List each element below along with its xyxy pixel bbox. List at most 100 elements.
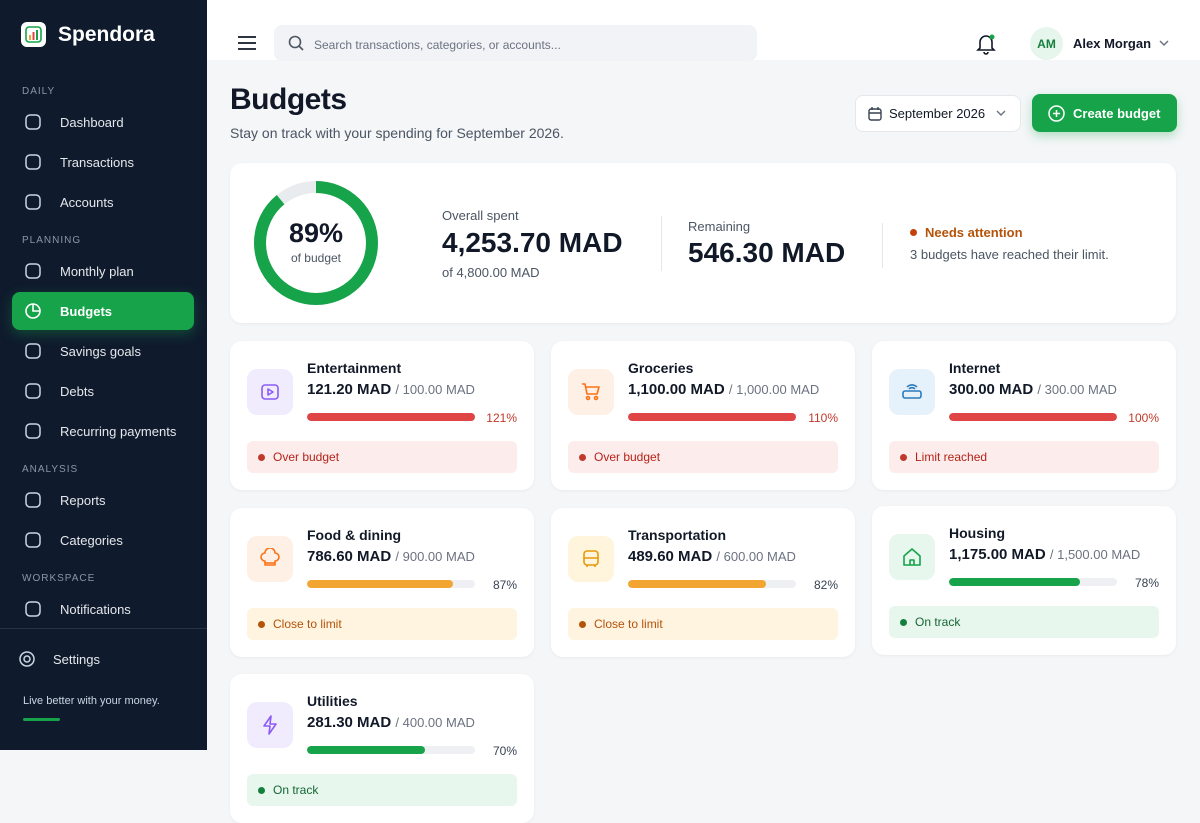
progress-fill [307, 746, 425, 754]
limit: / 1,500.00 MAD [1049, 547, 1141, 562]
status-dot [900, 454, 907, 461]
tagline: Live better with your money. [23, 695, 160, 707]
nav-item[interactable]: Debts [12, 372, 194, 410]
budget-card[interactable]: Transportation 489.60 MAD / 600.00 MAD 82%… [551, 508, 855, 657]
user-menu-caret[interactable] [1158, 39, 1170, 47]
menu-button[interactable] [237, 36, 257, 50]
progress-track [949, 413, 1117, 421]
budget-card[interactable]: Internet 300.00 MAD / 300.00 MAD 100% Limit… [872, 341, 1176, 490]
status-badge: Close to limit [568, 608, 838, 640]
nav-item[interactable]: Dashboard [12, 103, 194, 141]
percent-label: 100% [1128, 411, 1159, 425]
user-name[interactable]: Alex Morgan [1073, 36, 1152, 51]
amount: 489.60 MAD / 600.00 MAD [628, 548, 796, 565]
status-badge: Over budget [568, 441, 838, 473]
nav-label: Dashboard [60, 114, 124, 130]
donut-percent: 89% [288, 218, 344, 248]
status-badge: Limit reached [889, 441, 1159, 473]
remaining-value: 546.30 MAD [688, 237, 846, 268]
category-name: Groceries [628, 360, 694, 376]
progress-track [307, 413, 475, 421]
nav-item[interactable]: Accounts [12, 183, 194, 221]
nav-label: Settings [53, 651, 100, 667]
status-badge: Over budget [247, 441, 517, 473]
budget-card[interactable]: Utilities 281.30 MAD / 400.00 MAD 70% On tr… [230, 674, 534, 823]
progress-track [628, 580, 796, 588]
nav-label: Recurring payments [60, 423, 177, 439]
amount: 281.30 MAD / 400.00 MAD [307, 714, 475, 731]
progress-fill [628, 580, 766, 588]
status-text: Close to limit [273, 617, 342, 631]
limit: / 600.00 MAD [716, 549, 796, 564]
budget-card[interactable]: Groceries 1,100.00 MAD / 1,000.00 MAD 110%… [551, 341, 855, 490]
status-text: On track [273, 783, 319, 797]
status-dot [900, 619, 907, 626]
nav-item[interactable]: Budgets [12, 292, 194, 330]
spent: 300.00 MAD [949, 381, 1034, 398]
percent-label: 82% [813, 578, 838, 592]
button-label: Create budget [1073, 106, 1161, 121]
spent: 489.60 MAD [628, 548, 713, 565]
progress-fill [307, 580, 454, 588]
progress-track [307, 580, 475, 588]
app-name: Spendora [58, 23, 155, 46]
nav-label: Budgets [60, 303, 112, 319]
amount: 300.00 MAD / 300.00 MAD [949, 381, 1117, 398]
status-dot [258, 621, 265, 628]
spent: 1,175.00 MAD [949, 546, 1046, 563]
nav-section-title: ANALYSIS [22, 464, 79, 475]
status-text: Limit reached [915, 450, 988, 464]
nav-item[interactable]: Recurring payments [12, 412, 194, 450]
nav-settings[interactable]: Settings [6, 640, 188, 678]
nav-item[interactable]: Monthly plan [12, 252, 194, 290]
nav-item[interactable]: Transactions [12, 143, 194, 181]
nav-label: Debts [60, 383, 94, 399]
nav-item[interactable]: Categories [12, 521, 194, 559]
avatar[interactable]: AM [1030, 27, 1063, 60]
nav-section-title: DAILY [22, 86, 56, 97]
spent: 1,100.00 MAD [628, 381, 725, 398]
notification-bell[interactable] [975, 33, 997, 55]
status-badge: Close to limit [247, 608, 517, 640]
logo [21, 22, 46, 47]
progress-track [628, 413, 796, 421]
category-icon [247, 536, 293, 582]
category-name: Food & dining [307, 527, 402, 543]
period-picker[interactable]: September 2026 [855, 95, 1021, 132]
budget-card[interactable]: Housing 1,175.00 MAD / 1,500.00 MAD 78% On … [872, 506, 1176, 655]
status-badge: On track [247, 774, 517, 806]
percent-label: 121% [486, 411, 517, 425]
percent-label: 78% [1134, 576, 1159, 590]
search[interactable]: Search transactions, categories, or acco… [274, 25, 757, 61]
limit: / 1,000.00 MAD [728, 382, 820, 397]
limit: / 300.00 MAD [1037, 382, 1117, 397]
create-budget-button[interactable]: Create budget [1032, 94, 1177, 132]
budget-card[interactable]: Entertainment 121.20 MAD / 100.00 MAD 121%… [230, 341, 534, 490]
status-text: Over budget [594, 450, 661, 464]
limit: / 900.00 MAD [395, 549, 475, 564]
progress-fill [949, 413, 1117, 421]
nav-label: Transactions [60, 154, 134, 170]
nav-label: Monthly plan [60, 263, 134, 279]
nav-item[interactable]: Reports [12, 481, 194, 519]
progress-track [307, 746, 475, 754]
status-dot [579, 621, 586, 628]
nav-item[interactable]: Notifications [12, 590, 194, 628]
category-icon [247, 369, 293, 415]
donut-arc [254, 181, 378, 305]
spent-value: 4,253.70 MAD [442, 227, 623, 258]
status-text: Over budget [273, 450, 340, 464]
donut [254, 181, 378, 305]
progress-fill [949, 578, 1081, 586]
nav-item[interactable]: Savings goals [12, 332, 194, 370]
category-name: Internet [949, 360, 1001, 376]
budget-card[interactable]: Food & dining 786.60 MAD / 900.00 MAD 87% C… [230, 508, 534, 657]
spent: 281.30 MAD [307, 714, 392, 731]
status-dot [579, 454, 586, 461]
status-badge: On track [889, 606, 1159, 638]
spent-of: of 4,800.00 MAD [442, 265, 540, 280]
spent-label: Overall spent [442, 208, 519, 223]
summary-card: 89% of budget Overall spent 4,253.70 MAD… [230, 163, 1176, 323]
category-name: Housing [949, 525, 1005, 541]
